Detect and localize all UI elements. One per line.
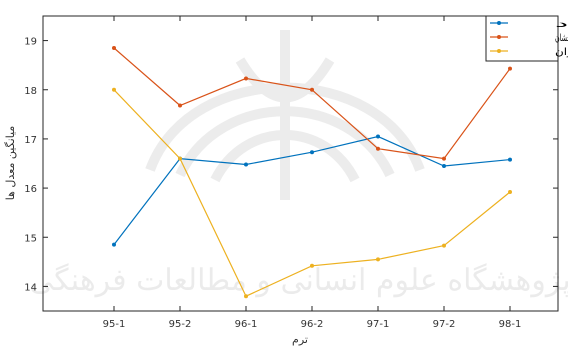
x-tick-label: 96-1 <box>235 319 258 330</box>
series-3 <box>112 87 512 299</box>
data-point <box>508 157 512 162</box>
x-tick-label: 95-2 <box>169 319 192 330</box>
legend-item: استعداد درخشان <box>490 33 568 44</box>
legend-label: آزاد <box>555 17 568 30</box>
y-tick-label: 17 <box>24 135 37 146</box>
x-tick-label: 97-1 <box>367 319 390 330</box>
y-tick-label: 19 <box>24 37 37 48</box>
data-point <box>244 76 248 81</box>
x-tick-label: 95-1 <box>103 319 126 330</box>
data-point <box>310 263 314 268</box>
watermark-text: پژوهشگاه علوم انسانی و مطالعات فرهنگی <box>29 263 568 298</box>
series-layer <box>112 45 512 299</box>
data-point <box>178 103 182 108</box>
data-point <box>442 163 446 168</box>
data-point <box>442 243 446 248</box>
y-tick-label: 15 <box>24 233 37 244</box>
x-axis: 95-1 95-2 96-1 96-2 97-1 97-2 98-1 <box>103 16 522 330</box>
y-axis: 14 15 16 17 18 19 <box>24 37 558 293</box>
legend-marker <box>497 49 501 53</box>
x-tick-label: 97-2 <box>433 319 456 330</box>
legend-marker <box>497 35 501 39</box>
plot-area-frame <box>42 15 559 312</box>
data-point <box>178 156 182 161</box>
legend-item: ایثارگران <box>490 46 568 58</box>
data-point <box>112 242 116 247</box>
y-tick-label: 18 <box>24 86 37 97</box>
data-point <box>376 146 380 151</box>
legend-label: استعداد درخشان <box>555 33 568 44</box>
y-tick-label: 16 <box>24 184 37 195</box>
data-point <box>508 190 512 195</box>
data-point <box>112 45 116 50</box>
x-tick-label: 96-2 <box>301 319 324 330</box>
watermark-emblem <box>145 30 425 200</box>
series-2 <box>112 45 512 161</box>
data-point <box>310 87 314 92</box>
legend-items: آزاد استعداد درخشان ایثارگران <box>490 17 568 58</box>
data-point <box>376 257 380 262</box>
y-axis-label: میانگین معدل ها <box>4 126 17 201</box>
x-axis-label: ترم <box>292 333 308 346</box>
legend: آزاد استعداد درخشان ایثارگران <box>485 15 568 62</box>
data-point <box>244 294 248 299</box>
watermark: پژوهشگاه علوم انسانی و مطالعات فرهنگی <box>29 30 568 298</box>
legend-label: ایثارگران <box>555 46 568 58</box>
x-tick-label: 98-1 <box>499 319 522 330</box>
data-point <box>508 66 512 71</box>
data-point <box>442 156 446 161</box>
data-point <box>310 150 314 155</box>
data-point <box>376 134 380 139</box>
y-tick-label: 14 <box>24 282 37 293</box>
legend-marker <box>497 21 501 25</box>
data-point <box>244 162 248 167</box>
data-point <box>112 87 116 92</box>
legend-item: آزاد <box>490 17 568 30</box>
